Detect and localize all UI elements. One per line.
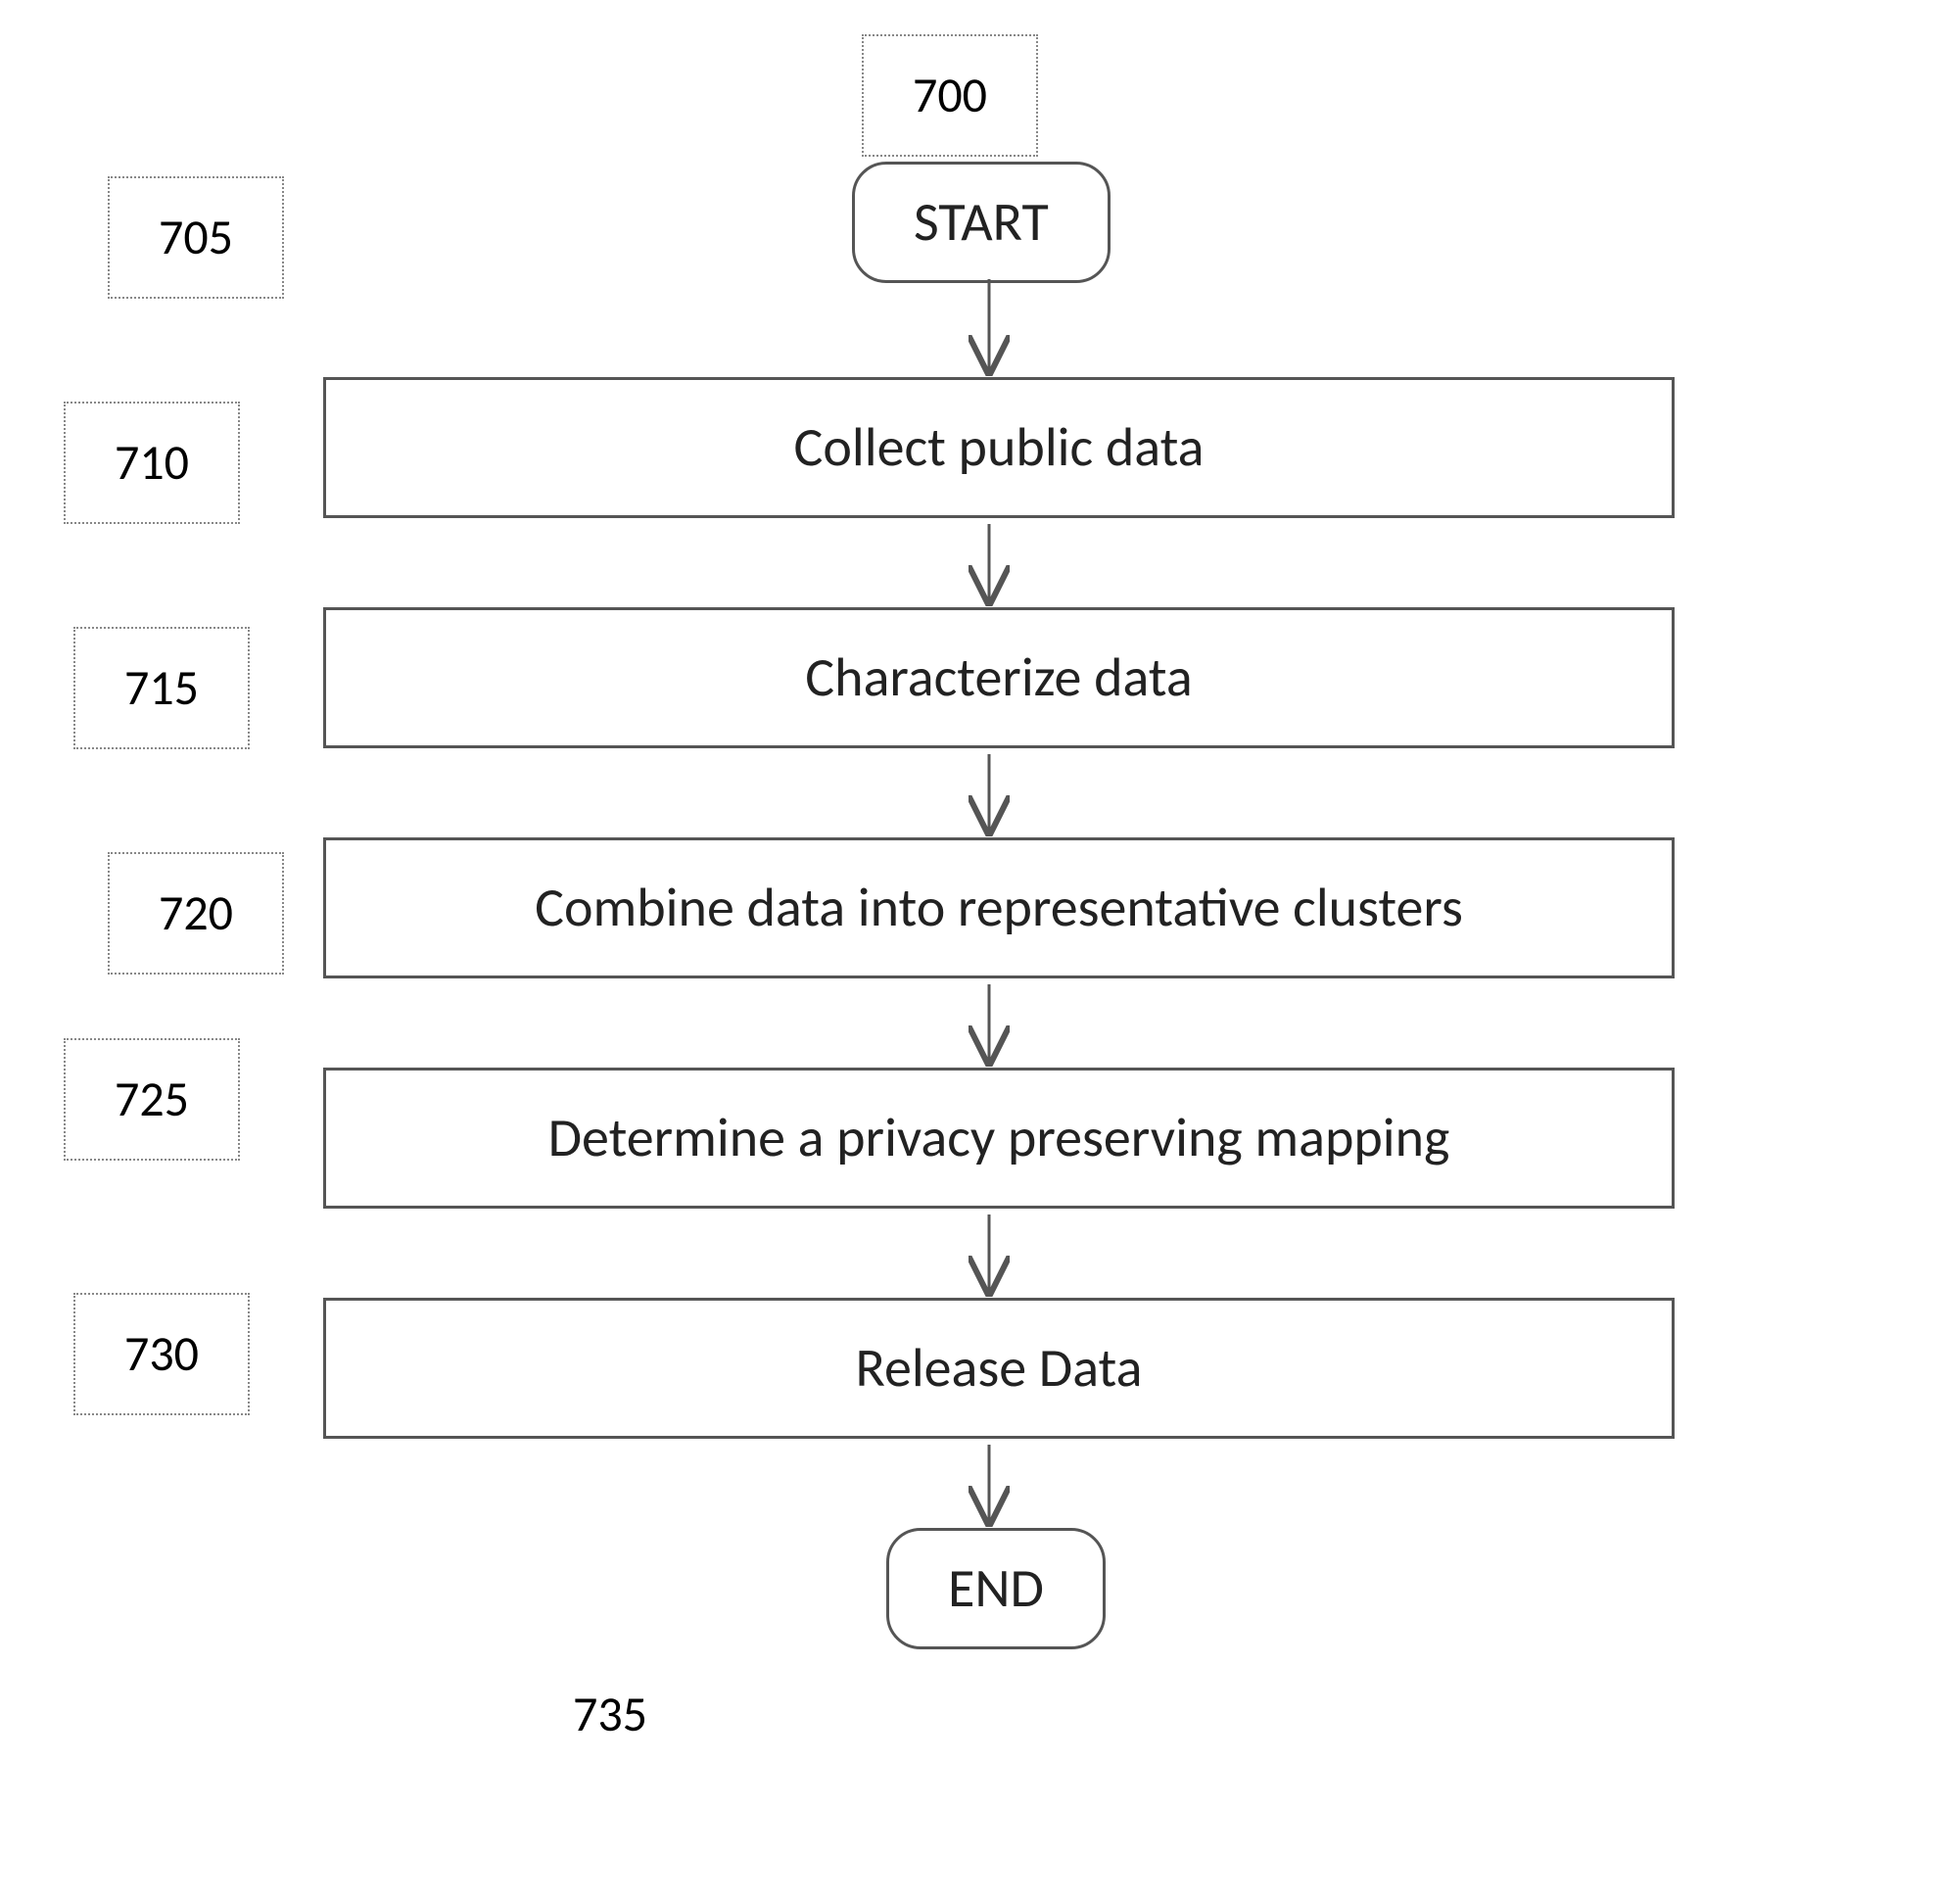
- process-label: Characterize data: [805, 644, 1192, 711]
- process-label: Release Data: [856, 1335, 1143, 1402]
- process-label: Collect public data: [794, 414, 1205, 481]
- process-privacy-mapping: Determine a privacy preserving mapping: [323, 1068, 1675, 1209]
- ref-label-730: 730: [73, 1293, 250, 1415]
- ref-label-text: 735: [573, 1685, 647, 1744]
- ref-label-705: 705: [108, 176, 284, 299]
- ref-label-text: 710: [115, 433, 189, 493]
- end-label: END: [948, 1555, 1044, 1622]
- start-label: START: [914, 189, 1049, 256]
- process-release-data: Release Data: [323, 1298, 1675, 1439]
- flowchart-container: 700 START 705 710 Collect public data 71…: [0, 0, 1938, 1904]
- process-label: Determine a privacy preserving mapping: [548, 1105, 1450, 1171]
- ref-label-720: 720: [108, 852, 284, 975]
- ref-label-715: 715: [73, 627, 250, 749]
- ref-label-text: 715: [124, 658, 199, 718]
- start-node: START: [852, 162, 1111, 283]
- ref-label-735: 735: [573, 1685, 647, 1744]
- process-label: Combine data into representative cluster…: [535, 875, 1463, 941]
- process-collect-data: Collect public data: [323, 377, 1675, 518]
- ref-label-710: 710: [64, 402, 240, 524]
- ref-label-text: 705: [159, 208, 233, 267]
- ref-label-text: 720: [159, 883, 233, 943]
- process-characterize-data: Characterize data: [323, 607, 1675, 748]
- ref-label-725: 725: [64, 1038, 240, 1161]
- ref-label-text: 700: [913, 66, 987, 125]
- ref-label-700: 700: [862, 34, 1038, 157]
- ref-label-text: 730: [124, 1324, 199, 1384]
- end-node: END: [886, 1528, 1106, 1649]
- process-combine-clusters: Combine data into representative cluster…: [323, 837, 1675, 978]
- ref-label-text: 725: [115, 1070, 189, 1129]
